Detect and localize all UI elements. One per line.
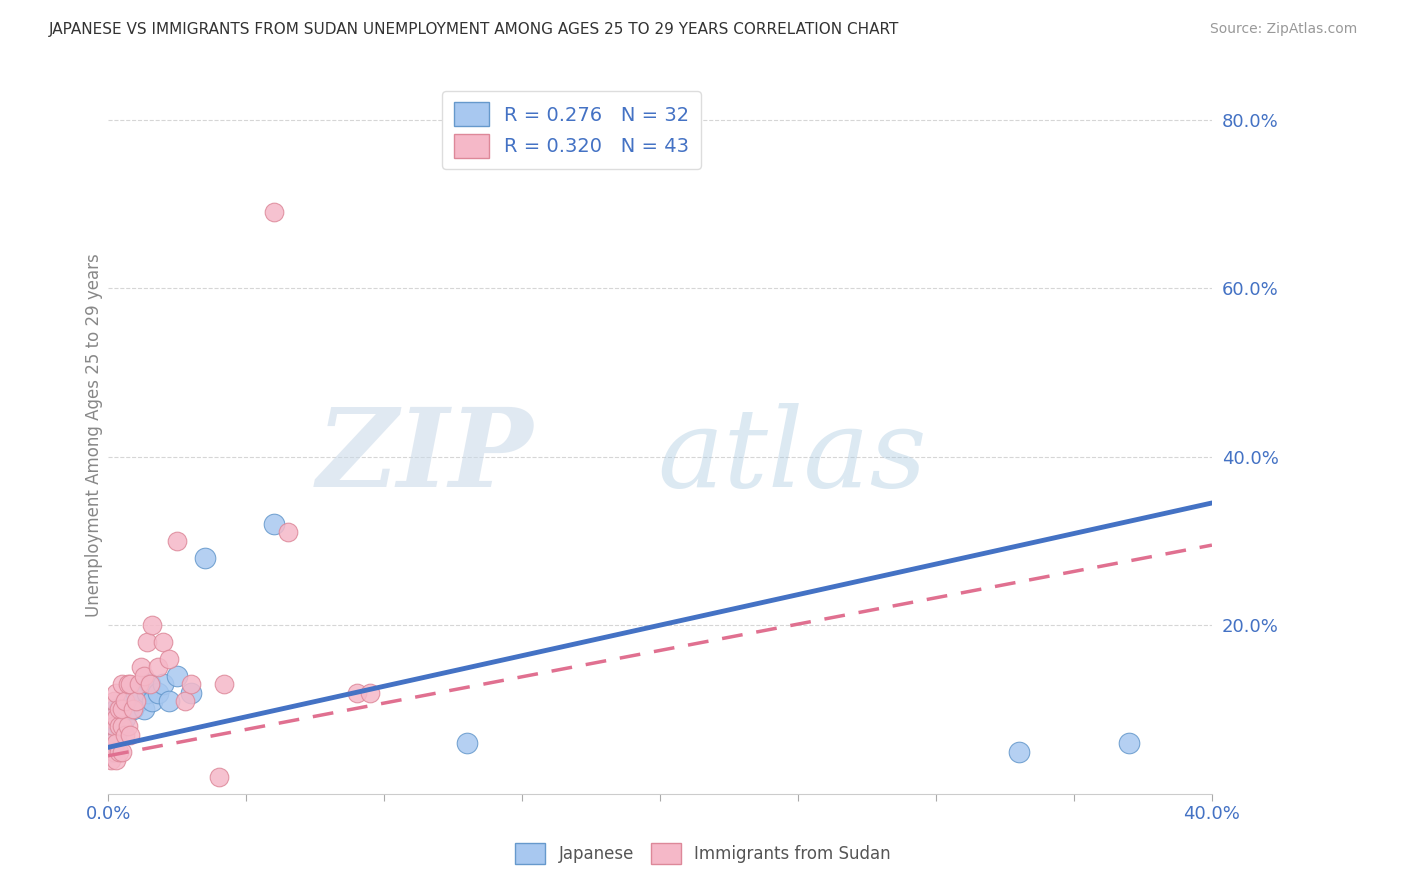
Point bbox=[346, 685, 368, 699]
Point bbox=[100, 753, 122, 767]
Text: JAPANESE VS IMMIGRANTS FROM SUDAN UNEMPLOYMENT AMONG AGES 25 TO 29 YEARS CORRELA: JAPANESE VS IMMIGRANTS FROM SUDAN UNEMPL… bbox=[49, 22, 900, 37]
Point bbox=[117, 702, 139, 716]
Point bbox=[138, 677, 160, 691]
Point bbox=[100, 719, 122, 733]
Point bbox=[122, 702, 145, 716]
Point bbox=[146, 660, 169, 674]
Point bbox=[103, 745, 125, 759]
Legend: R = 0.276   N = 32, R = 0.320   N = 43: R = 0.276 N = 32, R = 0.320 N = 43 bbox=[443, 91, 702, 169]
Point bbox=[117, 677, 139, 691]
Point bbox=[359, 685, 381, 699]
Point bbox=[132, 702, 155, 716]
Point bbox=[157, 694, 180, 708]
Point bbox=[120, 677, 142, 691]
Point bbox=[263, 516, 285, 531]
Point bbox=[132, 669, 155, 683]
Point bbox=[129, 685, 152, 699]
Point bbox=[157, 652, 180, 666]
Point bbox=[125, 685, 148, 699]
Point bbox=[100, 711, 122, 725]
Point bbox=[180, 677, 202, 691]
Point bbox=[111, 719, 134, 733]
Point bbox=[105, 736, 128, 750]
Point bbox=[166, 669, 188, 683]
Point bbox=[122, 702, 145, 716]
Point bbox=[117, 719, 139, 733]
Point bbox=[111, 702, 134, 716]
Point bbox=[105, 702, 128, 716]
Point bbox=[152, 635, 174, 649]
Point bbox=[120, 728, 142, 742]
Point bbox=[108, 702, 131, 716]
Text: atlas: atlas bbox=[658, 403, 928, 511]
Point bbox=[105, 728, 128, 742]
Point bbox=[166, 533, 188, 548]
Point bbox=[277, 525, 299, 540]
Point bbox=[108, 702, 131, 716]
Y-axis label: Unemployment Among Ages 25 to 29 years: Unemployment Among Ages 25 to 29 years bbox=[86, 253, 103, 617]
Point bbox=[120, 694, 142, 708]
Point bbox=[141, 618, 163, 632]
Point bbox=[135, 635, 157, 649]
Point bbox=[111, 745, 134, 759]
Point bbox=[103, 719, 125, 733]
Point bbox=[114, 711, 136, 725]
Text: ZIP: ZIP bbox=[316, 403, 533, 511]
Point bbox=[180, 685, 202, 699]
Point bbox=[103, 711, 125, 725]
Legend: Japanese, Immigrants from Sudan: Japanese, Immigrants from Sudan bbox=[509, 837, 897, 871]
Point bbox=[146, 685, 169, 699]
Point bbox=[111, 677, 134, 691]
Point bbox=[103, 736, 125, 750]
Point bbox=[105, 711, 128, 725]
Text: Source: ZipAtlas.com: Source: ZipAtlas.com bbox=[1209, 22, 1357, 37]
Point bbox=[100, 745, 122, 759]
Point bbox=[111, 719, 134, 733]
Point bbox=[128, 694, 150, 708]
Point bbox=[263, 205, 285, 219]
Point bbox=[114, 728, 136, 742]
Point bbox=[174, 694, 197, 708]
Point bbox=[135, 685, 157, 699]
Point bbox=[129, 660, 152, 674]
Point bbox=[207, 770, 229, 784]
Point bbox=[125, 694, 148, 708]
Point bbox=[212, 677, 235, 691]
Point bbox=[1118, 736, 1140, 750]
Point bbox=[108, 745, 131, 759]
Point bbox=[114, 694, 136, 708]
Point bbox=[105, 753, 128, 767]
Point bbox=[108, 719, 131, 733]
Point bbox=[103, 694, 125, 708]
Point bbox=[100, 736, 122, 750]
Point bbox=[1008, 745, 1031, 759]
Point bbox=[194, 550, 217, 565]
Point bbox=[152, 677, 174, 691]
Point bbox=[111, 702, 134, 716]
Point bbox=[138, 677, 160, 691]
Point bbox=[108, 719, 131, 733]
Point bbox=[141, 694, 163, 708]
Point bbox=[114, 694, 136, 708]
Point bbox=[456, 736, 478, 750]
Point bbox=[105, 685, 128, 699]
Point bbox=[128, 677, 150, 691]
